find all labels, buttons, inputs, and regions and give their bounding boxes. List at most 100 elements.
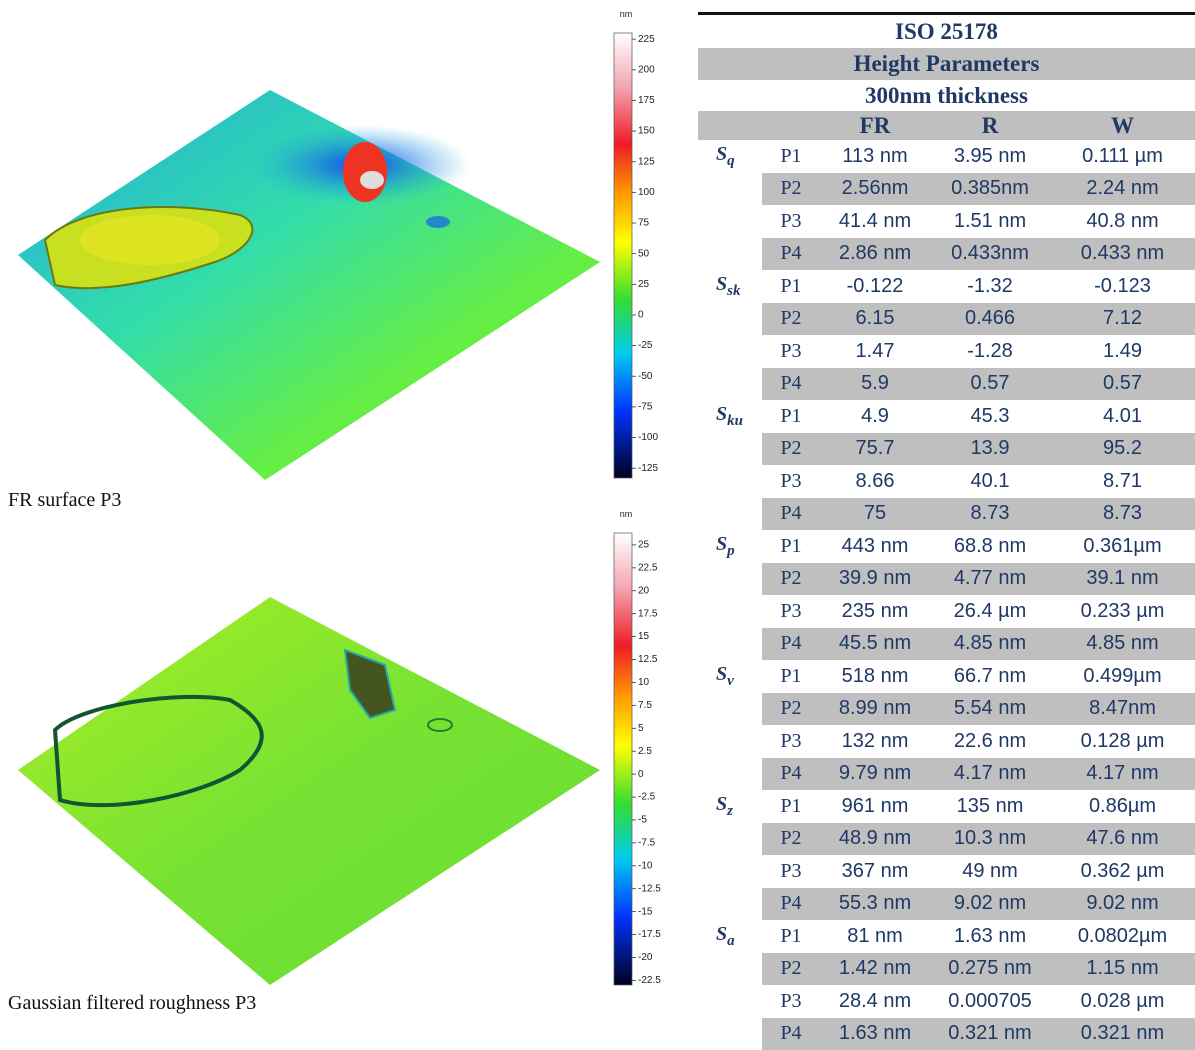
value-cell: 13.9 [930, 433, 1050, 466]
symbol: S [716, 793, 727, 815]
value-cell: 1.63 nm [820, 1018, 930, 1050]
row-label: P4 [762, 758, 820, 791]
value-cell: 4.17 nm [930, 758, 1050, 791]
value-cell: 7.12 [1050, 303, 1195, 336]
symbol: S [716, 533, 727, 555]
colorbar: nm2522.52017.51512.5107.552.50-2.5-5-7.5… [614, 509, 661, 986]
value-cell: 40.1 [930, 465, 1050, 498]
row-label: P2 [762, 173, 820, 206]
header-cell [762, 111, 820, 140]
colorbar-tick-label: 7.5 [638, 700, 652, 711]
parameter-symbol [698, 758, 762, 791]
parameter-symbol [698, 335, 762, 368]
parameter-symbol [698, 855, 762, 888]
value-cell: 2.86 nm [820, 238, 930, 271]
value-cell: 0.0802µm [1050, 920, 1195, 953]
value-cell: -1.32 [930, 270, 1050, 303]
table-subtitle: Height Parameters [698, 48, 1195, 80]
colorbar-unit: nm [620, 9, 633, 19]
surface-image-1 [18, 90, 600, 480]
symbol: S [716, 273, 727, 295]
colorbar-tick-label: -5 [638, 815, 647, 826]
parameter-symbol [698, 303, 762, 336]
value-cell: 0.275 nm [930, 953, 1050, 986]
colorbar-tick-label: -22.5 [638, 975, 661, 986]
value-cell: 0.000705 [930, 985, 1050, 1018]
value-cell: 132 nm [820, 725, 930, 758]
value-cell: 28.4 nm [820, 985, 930, 1018]
row-label: P1 [762, 530, 820, 563]
colorbar-unit: nm [620, 509, 633, 519]
header-cell [698, 111, 762, 140]
row-label: P4 [762, 1018, 820, 1050]
parameter-symbol: Sku [698, 400, 762, 433]
symbol-subscript: a [727, 933, 735, 949]
colorbar-tick-label: -10 [638, 860, 653, 871]
symbol: S [716, 923, 727, 945]
value-cell: 0.233 µm [1050, 595, 1195, 628]
row-label: P1 [762, 400, 820, 433]
value-cell: 2.56nm [820, 173, 930, 206]
surface-image-2 [18, 597, 600, 985]
parameter-symbol [698, 563, 762, 596]
symbol-subscript: ku [727, 413, 743, 429]
parameter-symbol: Ssk [698, 270, 762, 303]
value-cell: 135 nm [930, 790, 1050, 823]
colorbar-tick-label: 10 [638, 677, 650, 688]
row-label: P4 [762, 888, 820, 921]
value-cell: 26.4 µm [930, 595, 1050, 628]
parameter-symbol: Sv [698, 660, 762, 693]
symbol-subscript: p [727, 543, 735, 559]
symbol: S [716, 663, 727, 685]
value-cell: 10.3 nm [930, 823, 1050, 856]
value-cell: 0.111 µm [1050, 140, 1195, 173]
parameter-symbol [698, 693, 762, 726]
value-cell: 5.9 [820, 368, 930, 401]
value-cell: 961 nm [820, 790, 930, 823]
table-thickness: 300nm thickness [698, 80, 1195, 111]
colorbar-tick-label: 0 [638, 769, 644, 780]
parameter-symbol [698, 985, 762, 1018]
colorbar-tick-label: -125 [638, 463, 658, 474]
symbol: S [716, 143, 727, 165]
row-label: P2 [762, 693, 820, 726]
colorbar-tick-label: 150 [638, 126, 655, 137]
colorbar-tick-label: -7.5 [638, 838, 656, 849]
row-label: P2 [762, 303, 820, 336]
figure-panel: FR surface P3 Gaussian filtered roughnes… [0, 0, 698, 1050]
parameter-symbol [698, 823, 762, 856]
value-cell: 235 nm [820, 595, 930, 628]
page: {"figures": [ {"caption": "FR surface P3… [0, 0, 1195, 1050]
value-cell: 0.57 [1050, 368, 1195, 401]
colorbar-tick-label: -50 [638, 371, 653, 382]
parameter-symbol [698, 173, 762, 206]
parameter-symbol: Sa [698, 920, 762, 953]
symbol-subscript: q [727, 153, 735, 169]
row-label: P4 [762, 238, 820, 271]
header-cell: W [1050, 111, 1195, 140]
parameter-symbol [698, 1018, 762, 1050]
value-cell: 8.99 nm [820, 693, 930, 726]
row-label: P3 [762, 465, 820, 498]
value-cell: 8.47nm [1050, 693, 1195, 726]
symbol-subscript: v [727, 673, 734, 689]
parameter-symbol [698, 368, 762, 401]
value-cell: 0.433 nm [1050, 238, 1195, 271]
colorbar-tick-label: 22.5 [638, 562, 658, 573]
colorbar-tick-label: -20 [638, 952, 653, 963]
colorbar-tick-label: 225 [638, 34, 655, 45]
value-cell: 367 nm [820, 855, 930, 888]
value-cell: 0.321 nm [1050, 1018, 1195, 1050]
colorbar-tick-label: 100 [638, 187, 655, 198]
